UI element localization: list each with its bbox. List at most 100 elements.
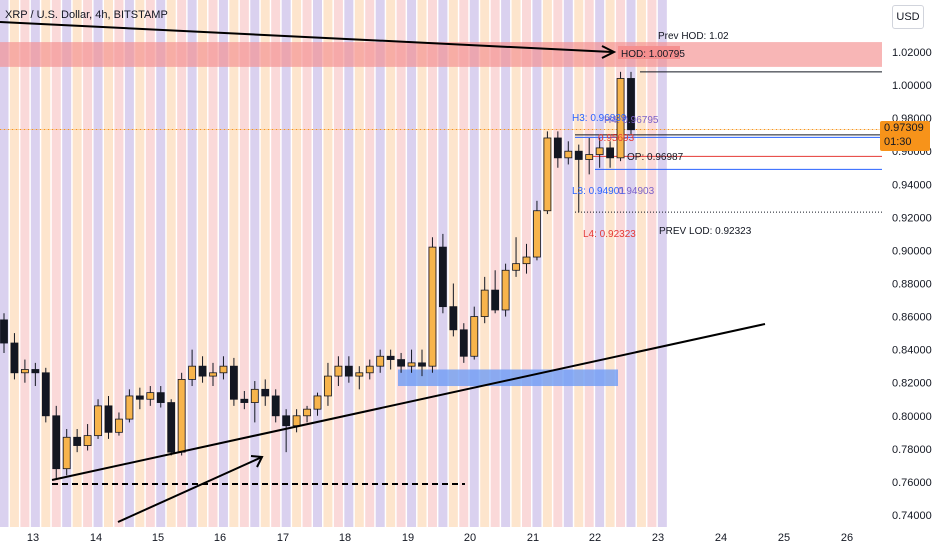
session-band [417,0,427,527]
h3-label: H3: 0.96839 [572,113,627,124]
session-band [459,0,469,527]
session-band [72,0,82,527]
x-tick-label: 19 [402,532,414,544]
candle-body [334,365,343,377]
candle-body [543,137,552,212]
candle-body [397,359,406,367]
session-band [218,0,228,527]
session-band [501,0,511,527]
session-band [333,0,343,527]
session-band [323,0,333,527]
candle-body [344,365,353,377]
candle-body [386,355,395,360]
candle-body [229,365,238,400]
session-band [616,0,626,527]
candle-body [522,256,531,265]
y-tick-label: 1.00000 [892,80,932,92]
session-bands [0,0,667,527]
candle-body [282,415,291,427]
candle-body [0,319,8,344]
candle-body [250,388,259,403]
x-tick-label: 21 [527,532,539,544]
candle-body [125,395,134,420]
session-band [198,0,208,527]
candle-body [585,154,594,160]
session-band [542,0,552,527]
session-band [344,0,354,527]
candle-body [104,405,113,433]
candle-body [20,369,29,374]
candle-body [240,398,249,403]
candle-body [41,372,50,417]
session-band [156,0,166,527]
h4-label: H4: 0.96795 [604,115,659,126]
candle-body [407,362,416,367]
y-tick-label: 0.86000 [892,312,932,324]
y-tick-label: 0.92000 [892,212,932,224]
candle-body [261,388,270,397]
candle-body [418,362,426,367]
candle-body [480,289,489,317]
y-tick-label: 0.76000 [892,477,932,489]
session-band [177,0,187,527]
session-band [532,0,542,527]
candle-body [209,372,217,377]
l4-label: L4: 0.92323 [583,229,636,240]
level-labels: Prev HOD: 1.02 HOD: 1.00795 H3: 0.96839H4:… [572,31,752,240]
session-band [375,0,385,527]
session-band [135,0,145,527]
session-band [250,0,260,527]
x-tick-label: 23 [652,532,664,544]
candle-body [292,415,301,427]
candle-body [271,395,280,417]
resistance-zone [0,42,882,67]
session-band [584,0,594,527]
price-axis: 1.020001.000000.980000.960000.940000.920… [892,47,932,522]
currency-button[interactable]: USD [892,5,924,29]
session-band [302,0,312,527]
candle-body [564,150,573,159]
x-tick-label: 15 [152,532,164,544]
session-band [124,0,134,527]
candle-body [459,329,468,357]
candle-body [501,269,510,311]
up-arrow-shaft [117,456,263,523]
session-band [20,0,30,527]
candle-body [177,379,186,453]
prev-lod-label: PREV LOD: 0.92323 [659,226,752,237]
y-tick-label: 0.78000 [892,444,932,456]
candle-body [146,392,155,400]
y-tick-label: 1.02000 [892,47,932,59]
candle-body [73,436,82,446]
session-band [354,0,364,527]
x-tick-label: 20 [464,532,476,544]
session-band [657,0,667,527]
support-trendline [51,323,766,481]
candle-body [303,408,311,417]
session-band [9,0,19,527]
candle-body [10,342,19,374]
y-tick-label: 0.90000 [892,245,932,257]
candle-body [219,365,228,374]
session-band [260,0,270,527]
session-band [104,0,113,527]
candle-body [62,436,71,470]
candle-body [355,372,364,377]
x-tick-label: 26 [841,532,853,544]
candle-body [438,246,447,308]
session-band [292,0,302,527]
session-band [62,0,72,527]
level-lines [0,71,882,213]
bar-countdown: 01:30 [884,136,912,148]
session-band [187,0,197,527]
candle-body [188,365,197,380]
candle-body [533,210,541,258]
candle-body [324,375,332,397]
session-band [0,0,9,527]
session-band [208,0,218,527]
x-tick-label: 22 [589,532,601,544]
session-band [574,0,584,527]
session-band [166,0,176,527]
op-label: OP: 0.96987 [627,152,684,163]
